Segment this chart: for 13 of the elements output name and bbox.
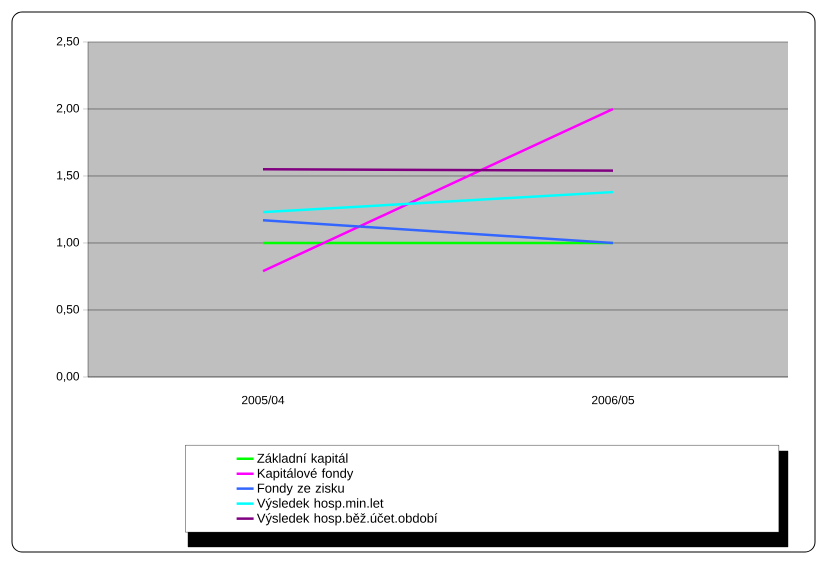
y-tick-label: 1,00 [57, 238, 80, 248]
y-tick-label: 0,50 [56, 305, 80, 315]
legend-label: Fondy ze zisku [258, 483, 344, 496]
legend-label: Kapitálové fondy [258, 468, 354, 480]
y-tick-label: 2,00 [56, 104, 80, 114]
y-tick-label: 2,50 [56, 37, 80, 47]
legend-label: Základní kapitál [257, 453, 348, 466]
legend-label: Výsledek hosp.běž.účet.období [256, 513, 438, 526]
y-tick-label: 1,50 [57, 171, 80, 181]
legend-label: Výsledek hosp.min.let [256, 498, 384, 510]
x-tick-label: 2005/04 [242, 396, 284, 404]
x-tick-label: 2006/05 [592, 396, 634, 404]
y-tick-label: 0,00 [56, 372, 80, 382]
